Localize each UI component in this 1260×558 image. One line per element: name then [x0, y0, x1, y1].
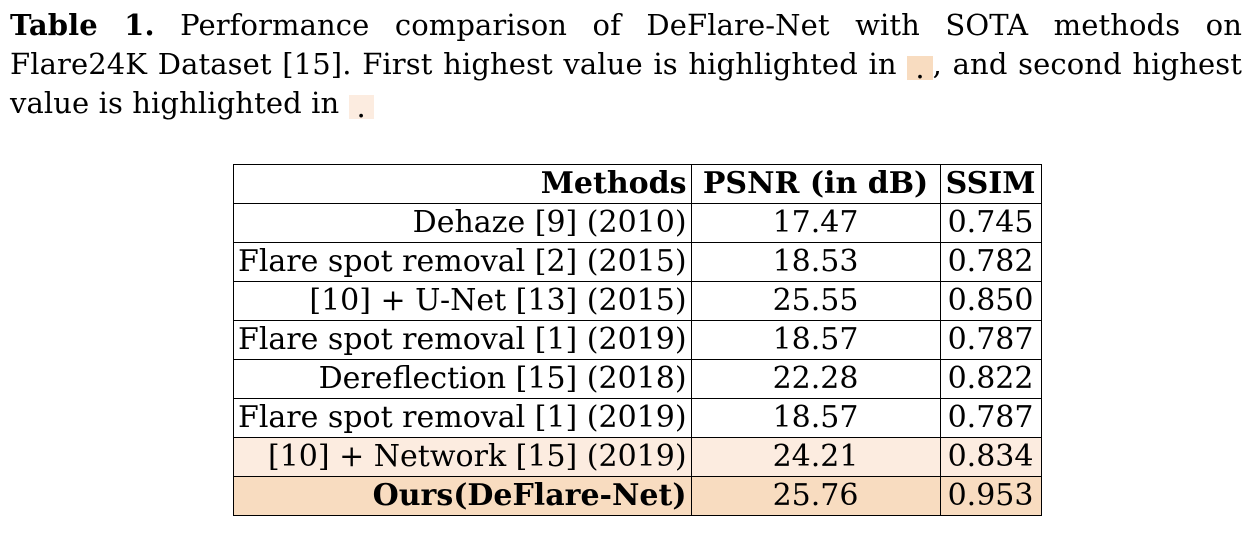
method-cell: Flare spot removal [1] (2019): [233, 398, 692, 438]
psnr-cell: 24.21: [690, 437, 941, 477]
table-caption: Table 1. Performance comparison of DeFla…: [10, 6, 1242, 123]
ssim-cell: 0.745: [939, 203, 1042, 243]
table-row-best: Ours(DeFlare-Net) 25.76 0.953: [233, 476, 1042, 516]
table-row: Flare spot removal [2] (2015) 18.53 0.78…: [233, 242, 1042, 282]
table-row: [10] + U-Net [13] (2015) 25.55 0.850: [233, 281, 1042, 321]
psnr-cell: 22.28: [690, 359, 941, 399]
psnr-cell: 18.53: [690, 242, 941, 282]
method-cell: Dereflection [15] (2018): [233, 359, 692, 399]
ssim-cell: 0.953: [939, 476, 1042, 516]
ssim-cell: 0.834: [939, 437, 1042, 477]
header-ssim: SSIM: [939, 164, 1042, 204]
table-row: Flare spot removal [1] (2019) 18.57 0.78…: [233, 320, 1042, 360]
caption-text-part2: , and second highest value is highlighte…: [10, 47, 1242, 120]
psnr-cell: 25.76: [690, 476, 941, 516]
table-row-second-best: [10] + Network [15] (2019) 24.21 0.834: [233, 437, 1042, 477]
second-highlight-swatch: .: [348, 93, 374, 122]
ssim-cell: 0.822: [939, 359, 1042, 399]
header-row: Methods PSNR (in dB) SSIM: [233, 164, 1042, 204]
ssim-cell: 0.782: [939, 242, 1042, 282]
caption-text-part1: Performance comparison of DeFlare-Net wi…: [10, 8, 1242, 81]
table-row: Flare spot removal [1] (2019) 18.57 0.78…: [233, 398, 1042, 438]
psnr-cell: 17.47: [690, 203, 941, 243]
method-cell: Ours(DeFlare-Net): [233, 476, 692, 516]
table-row: Dehaze [9] (2010) 17.47 0.745: [233, 203, 1042, 243]
method-cell: Flare spot removal [1] (2019): [233, 320, 692, 360]
method-cell: [10] + Network [15] (2019): [233, 437, 692, 477]
ssim-cell: 0.787: [939, 398, 1042, 438]
caption-label: Table 1.: [10, 8, 155, 42]
results-table: Methods PSNR (in dB) SSIM Dehaze [9] (20…: [233, 164, 1042, 516]
ssim-cell: 0.850: [939, 281, 1042, 321]
method-cell: Dehaze [9] (2010): [233, 203, 692, 243]
first-highlight-swatch: .: [907, 54, 933, 83]
table-row: Dereflection [15] (2018) 22.28 0.822: [233, 359, 1042, 399]
psnr-cell: 18.57: [690, 320, 941, 360]
header-methods: Methods: [233, 164, 692, 204]
ssim-cell: 0.787: [939, 320, 1042, 360]
psnr-cell: 25.55: [690, 281, 941, 321]
method-cell: Flare spot removal [2] (2015): [233, 242, 692, 282]
header-psnr: PSNR (in dB): [690, 164, 941, 204]
psnr-cell: 18.57: [690, 398, 941, 438]
method-cell: [10] + U-Net [13] (2015): [233, 281, 692, 321]
